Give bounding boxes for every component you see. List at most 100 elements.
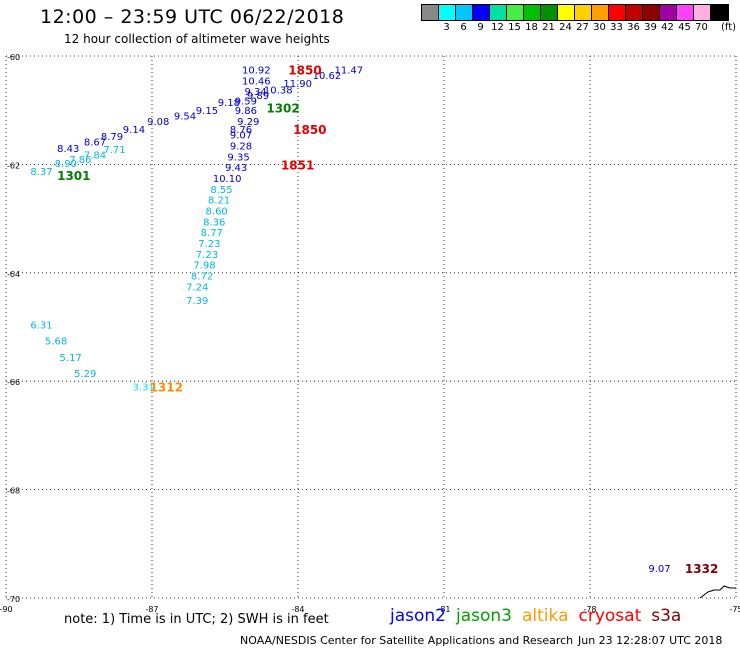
wave-height-value: 7.39 xyxy=(186,296,208,307)
color-scale-tick: 42 xyxy=(661,22,674,33)
wave-height-value: 9.08 xyxy=(147,117,169,128)
color-swatch xyxy=(660,5,677,20)
color-scale-tick: 39 xyxy=(644,22,657,33)
wave-height-value: 10.38 xyxy=(264,86,293,97)
color-scale-tick: 6 xyxy=(460,22,467,33)
wave-height-value: 9.54 xyxy=(174,112,196,123)
color-scale-bar xyxy=(421,4,729,21)
color-scale-unit: (ft) xyxy=(721,22,737,33)
wave-height-value: 5.17 xyxy=(60,353,82,364)
wave-height-value: 9.07 xyxy=(648,564,670,575)
wave-height-value: 11.47 xyxy=(335,66,364,77)
color-swatch xyxy=(507,5,524,20)
color-scale-tick: 9 xyxy=(477,22,484,33)
legend-entry: jason2 xyxy=(390,606,446,626)
wave-height-value: 10.10 xyxy=(213,174,242,185)
pass-time-label: 1332 xyxy=(685,562,718,576)
pass-time-label: 1850 xyxy=(288,64,321,78)
color-swatch xyxy=(643,5,660,20)
pass-time-label: 1850 xyxy=(293,123,326,137)
color-scale-tick: 27 xyxy=(576,22,589,33)
wave-height-value: 9.35 xyxy=(227,152,249,163)
wave-height-value: 9.15 xyxy=(196,106,218,117)
coastline-segment xyxy=(699,585,736,599)
wave-height-value: 7.86 xyxy=(69,155,91,166)
color-swatch xyxy=(711,5,728,20)
wave-height-value: 10.92 xyxy=(242,66,271,77)
color-swatch xyxy=(558,5,575,20)
color-scale-tick: 70 xyxy=(695,22,708,33)
color-scale-tick: 24 xyxy=(559,22,572,33)
wave-height-value: 11.90 xyxy=(283,79,312,90)
wave-height-value: 9.28 xyxy=(230,141,252,152)
wave-height-value: 8.67 xyxy=(84,138,106,149)
color-scale-tick: 45 xyxy=(678,22,691,33)
wave-height-value: 3.31 xyxy=(133,383,155,394)
longitude-tick-label: -78 xyxy=(583,605,596,614)
pass-time-label: 1301 xyxy=(57,169,90,183)
color-swatch xyxy=(490,5,507,20)
wave-height-value: 8.72 xyxy=(191,272,213,283)
wave-height-value: 10.62 xyxy=(313,71,342,82)
color-scale-tick: 36 xyxy=(627,22,640,33)
pass-time-label: 1312 xyxy=(150,381,183,395)
wave-height-value: 7.24 xyxy=(186,282,208,293)
color-scale-tick: 33 xyxy=(610,22,623,33)
satellite-legend: jason2 jason3 altika cryosat s3a xyxy=(390,606,691,626)
color-scale-tick: 15 xyxy=(508,22,521,33)
color-swatch xyxy=(541,5,558,20)
wave-height-value: 9.29 xyxy=(237,117,259,128)
color-swatch xyxy=(439,5,456,20)
legend-entry: cryosat xyxy=(578,606,642,626)
latitude-tick-label: -64 xyxy=(7,270,20,279)
wave-height-value: 7.23 xyxy=(198,239,220,250)
wave-height-value: 8.43 xyxy=(57,144,79,155)
wave-height-value: 9.86 xyxy=(235,106,257,117)
wave-height-value: 8.79 xyxy=(101,132,123,143)
wave-height-value: 9.34 xyxy=(244,87,266,98)
color-swatch xyxy=(609,5,626,20)
latitude-tick-label: -60 xyxy=(7,53,20,62)
wave-height-value: 9.43 xyxy=(225,163,247,174)
longitude-tick-label: -90 xyxy=(0,605,13,614)
color-scale-tick: 21 xyxy=(542,22,555,33)
wave-height-value: 8.90 xyxy=(55,159,77,170)
wave-height-value: 8.76 xyxy=(230,125,252,136)
color-swatch xyxy=(422,5,439,20)
pass-time-labels: 1850 1302 1850 1851 1301 1312 1332 xyxy=(57,64,718,577)
pass-time-label: 1851 xyxy=(281,158,314,172)
wave-height-value: 8.37 xyxy=(30,167,52,178)
wave-height-value: 8.60 xyxy=(206,206,228,217)
legend-entry: jason3 xyxy=(456,606,512,626)
credit-timestamp: Jun 23 12:28:07 UTC 2018 xyxy=(578,634,723,647)
wave-height-value: 9.89 xyxy=(247,91,269,102)
color-swatch xyxy=(592,5,609,20)
wave-height-value: 8.21 xyxy=(208,196,230,207)
wave-height-value: 9.59 xyxy=(235,96,257,107)
wave-height-value: 7.71 xyxy=(103,145,125,156)
graticule-grid xyxy=(5,55,737,599)
axis-tick-labels: -90 -87 -84 -81 -78 -75 -60 -62 -64 -66 -68 -70 xyxy=(0,53,740,614)
page-subtitle: 12 hour collection of altimeter wave hei… xyxy=(64,32,330,46)
latitude-tick-label: -68 xyxy=(7,487,20,496)
latitude-tick-label: -62 xyxy=(7,161,20,170)
wave-height-value: 10.46 xyxy=(242,76,271,87)
footnote: note: 1) Time is in UTC; 2) SWH is in fe… xyxy=(64,612,329,627)
color-scale-tick: 30 xyxy=(593,22,606,33)
wave-height-value: 9.18 xyxy=(218,98,240,109)
color-swatch xyxy=(456,5,473,20)
wave-height-value: 9.14 xyxy=(123,125,145,136)
color-swatch xyxy=(524,5,541,20)
wave-height-value: 8.36 xyxy=(203,217,225,228)
latitude-tick-label: -66 xyxy=(7,378,20,387)
color-swatch xyxy=(626,5,643,20)
color-swatch xyxy=(677,5,694,20)
longitude-tick-label: -87 xyxy=(145,605,158,614)
credit-line: NOAA/NESDIS Center for Satellite Applica… xyxy=(240,634,574,647)
wave-height-value: 7.23 xyxy=(196,250,218,261)
wave-height-value: 8.55 xyxy=(210,185,232,196)
color-scale-tick: 12 xyxy=(491,22,504,33)
longitude-tick-label: -81 xyxy=(437,605,450,614)
latitude-tick-label: -70 xyxy=(7,595,20,604)
